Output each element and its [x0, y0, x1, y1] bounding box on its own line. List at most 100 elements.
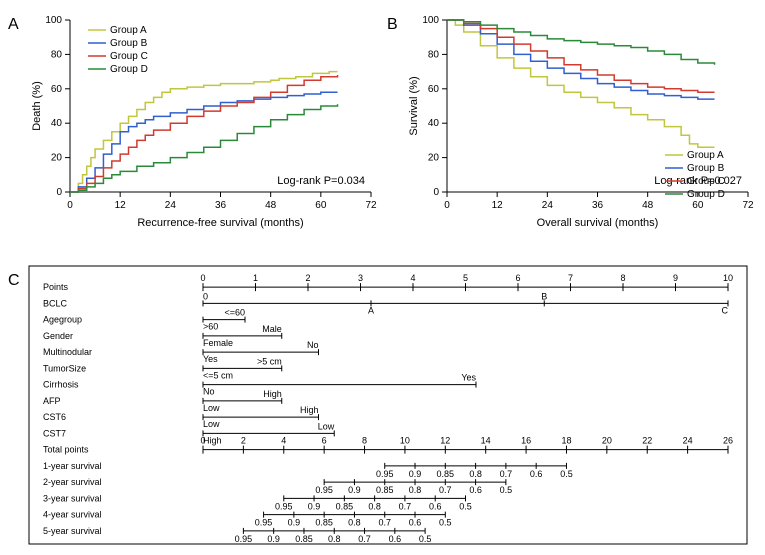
svg-text:24: 24	[542, 200, 554, 211]
svg-text:24: 24	[165, 200, 177, 211]
svg-text:0.6: 0.6	[469, 485, 482, 495]
svg-text:0.7: 0.7	[399, 501, 412, 511]
svg-text:0.7: 0.7	[500, 469, 513, 479]
panel-b-chart: 0122436486072020406080100Overall surviva…	[405, 5, 760, 240]
svg-text:0: 0	[433, 187, 439, 198]
svg-text:0: 0	[67, 200, 73, 211]
svg-text:80: 80	[428, 49, 440, 60]
svg-text:Low: Low	[318, 421, 335, 431]
svg-text:Overall survival (months): Overall survival (months)	[537, 217, 659, 229]
svg-text:6: 6	[322, 436, 327, 446]
svg-text:0.8: 0.8	[368, 501, 381, 511]
svg-text:Recurrence-free survival (mont: Recurrence-free survival (months)	[137, 217, 303, 229]
svg-text:0.7: 0.7	[439, 485, 452, 495]
svg-text:24: 24	[683, 436, 693, 446]
svg-text:0.85: 0.85	[336, 501, 354, 511]
svg-text:High: High	[203, 435, 222, 445]
panel-b-label: B	[387, 16, 398, 34]
svg-text:48: 48	[642, 200, 654, 211]
svg-text:Group B: Group B	[687, 163, 725, 174]
svg-text:Low: Low	[203, 419, 220, 429]
svg-text:12: 12	[492, 200, 504, 211]
svg-text:Group A: Group A	[110, 25, 147, 36]
svg-text:1-year survival: 1-year survival	[43, 461, 102, 471]
svg-text:Cirrhosis: Cirrhosis	[43, 380, 79, 390]
svg-text:26: 26	[723, 436, 733, 446]
svg-text:60: 60	[428, 84, 440, 95]
svg-text:0.8: 0.8	[409, 485, 422, 495]
svg-text:Agegroup: Agegroup	[43, 315, 82, 325]
svg-text:0.9: 0.9	[267, 534, 280, 544]
svg-text:Gender: Gender	[43, 331, 73, 341]
svg-text:CST7: CST7	[43, 428, 66, 438]
svg-text:No: No	[203, 387, 215, 397]
svg-text:A: A	[368, 305, 374, 315]
svg-text:Points: Points	[43, 282, 69, 292]
svg-text:B: B	[541, 291, 547, 301]
svg-text:12: 12	[440, 436, 450, 446]
svg-text:16: 16	[521, 436, 531, 446]
svg-text:0: 0	[200, 273, 205, 283]
svg-text:Total points: Total points	[43, 445, 89, 455]
svg-text:0.8: 0.8	[328, 534, 341, 544]
svg-text:48: 48	[265, 200, 277, 211]
svg-text:Group C: Group C	[110, 51, 148, 62]
svg-text:100: 100	[422, 15, 439, 26]
svg-text:Female: Female	[203, 338, 233, 348]
svg-text:<=5 cm: <=5 cm	[203, 370, 233, 380]
svg-text:Low: Low	[203, 403, 220, 413]
svg-text:7: 7	[568, 273, 573, 283]
svg-text:0.95: 0.95	[376, 469, 394, 479]
svg-text:Group D: Group D	[687, 189, 725, 200]
svg-text:8: 8	[362, 436, 367, 446]
svg-text:1: 1	[253, 273, 258, 283]
panel-a-chart: 0122436486072020406080100Recurrence-free…	[28, 5, 383, 240]
svg-text:0: 0	[203, 291, 208, 301]
panel-c-label: C	[8, 272, 20, 290]
svg-text:0.9: 0.9	[308, 501, 321, 511]
svg-text:12: 12	[115, 200, 127, 211]
svg-text:0.6: 0.6	[530, 469, 543, 479]
svg-text:Group C: Group C	[687, 176, 725, 187]
svg-text:0.85: 0.85	[295, 534, 313, 544]
svg-text:0.95: 0.95	[235, 534, 253, 544]
svg-text:14: 14	[481, 436, 491, 446]
svg-text:Survival (%): Survival (%)	[408, 76, 420, 135]
svg-text:8: 8	[620, 273, 625, 283]
svg-text:Group B: Group B	[110, 38, 148, 49]
svg-text:80: 80	[51, 49, 63, 60]
svg-text:CST6: CST6	[43, 412, 66, 422]
svg-text:0.6: 0.6	[429, 501, 442, 511]
svg-text:72: 72	[742, 200, 754, 211]
svg-text:Log-rank P=0.034: Log-rank P=0.034	[277, 175, 365, 187]
svg-text:Male: Male	[262, 324, 282, 334]
svg-text:0.9: 0.9	[409, 469, 422, 479]
svg-text:36: 36	[215, 200, 227, 211]
svg-text:3: 3	[358, 273, 363, 283]
svg-text:0.5: 0.5	[560, 469, 573, 479]
svg-text:20: 20	[602, 436, 612, 446]
svg-text:Group A: Group A	[687, 150, 724, 161]
svg-text:4: 4	[410, 273, 415, 283]
panel-c-nomogram: Points012345678910BCLC0ABCAgegroup<=60>6…	[28, 265, 748, 545]
svg-text:20: 20	[51, 153, 63, 164]
svg-text:60: 60	[692, 200, 704, 211]
svg-text:60: 60	[315, 200, 327, 211]
svg-text:18: 18	[561, 436, 571, 446]
svg-text:0.85: 0.85	[437, 469, 455, 479]
svg-text:0.8: 0.8	[348, 518, 361, 528]
svg-text:2: 2	[241, 436, 246, 446]
svg-text:Group D: Group D	[110, 64, 148, 75]
svg-text:0.9: 0.9	[288, 518, 301, 528]
svg-text:>5 cm: >5 cm	[257, 356, 282, 366]
svg-text:0: 0	[444, 200, 450, 211]
svg-text:<=60: <=60	[224, 308, 245, 318]
panel-a-label: A	[8, 16, 19, 34]
svg-text:0.95: 0.95	[275, 501, 293, 511]
svg-text:10: 10	[400, 436, 410, 446]
svg-text:Yes: Yes	[203, 354, 218, 364]
svg-text:Death (%): Death (%)	[31, 81, 43, 131]
svg-text:0.9: 0.9	[348, 485, 361, 495]
svg-text:0.95: 0.95	[315, 485, 333, 495]
svg-text:22: 22	[642, 436, 652, 446]
